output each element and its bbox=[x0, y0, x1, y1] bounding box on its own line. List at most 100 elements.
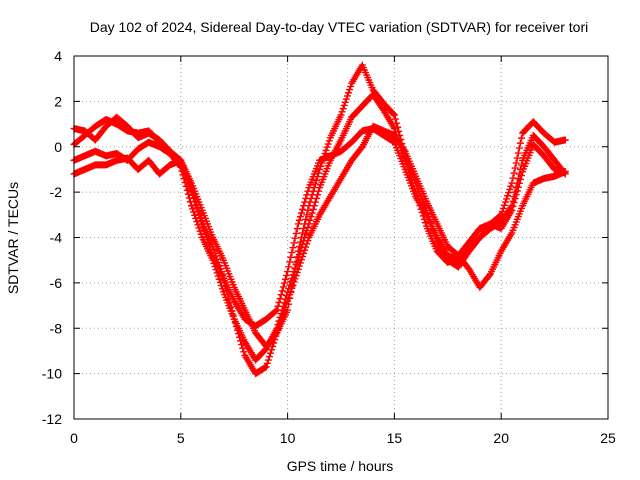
data-point-interp bbox=[506, 185, 514, 193]
data-point-interp bbox=[295, 216, 303, 224]
data-point-interp bbox=[299, 229, 307, 237]
data-point-interp bbox=[183, 186, 191, 194]
data-point-interp bbox=[195, 224, 203, 232]
data-point-interp bbox=[292, 261, 300, 269]
data-point bbox=[294, 265, 302, 273]
data-point-interp bbox=[507, 182, 515, 190]
data-point-interp bbox=[339, 105, 347, 113]
y-axis-label: SDTVAR / TECUs bbox=[5, 182, 21, 294]
data-point-interp bbox=[289, 244, 297, 252]
y-tick-label: 4 bbox=[54, 48, 62, 64]
data-point-interp bbox=[515, 144, 523, 152]
data-point-interp bbox=[303, 211, 311, 219]
data-point-interp bbox=[279, 310, 287, 318]
data-point-interp bbox=[338, 108, 346, 116]
data-point-interp bbox=[192, 214, 200, 222]
data-point-interp bbox=[285, 263, 293, 271]
x-tick-label: 20 bbox=[493, 430, 509, 446]
data-point-interp bbox=[287, 253, 295, 261]
data-point-interp bbox=[500, 201, 508, 209]
data-point-interp bbox=[340, 101, 348, 109]
data-point-interp bbox=[516, 165, 524, 173]
data-point bbox=[508, 202, 516, 210]
series-4 bbox=[70, 122, 569, 350]
data-point-interp bbox=[306, 216, 314, 224]
x-tick-label: 0 bbox=[70, 430, 78, 446]
data-point-interp bbox=[512, 159, 520, 167]
data-point-interp bbox=[300, 249, 308, 257]
data-point-interp bbox=[277, 316, 285, 324]
data-point-interp bbox=[511, 188, 519, 196]
data-point-interp bbox=[308, 209, 316, 217]
data-point-interp bbox=[289, 281, 297, 289]
x-axis-ticks: 0 5 10 15 20 25 bbox=[70, 56, 616, 446]
data-point bbox=[390, 111, 398, 119]
data-point-interp bbox=[312, 194, 320, 202]
data-point-interp bbox=[296, 213, 304, 221]
data-point-interp bbox=[322, 146, 330, 154]
data-point-interp bbox=[240, 348, 248, 356]
data-point-interp bbox=[309, 205, 317, 213]
y-axis-ticks: -12 -10 -8 -6 -4 -2 0 2 4 bbox=[42, 48, 608, 427]
data-point bbox=[284, 268, 292, 276]
data-point-interp bbox=[346, 86, 354, 94]
data-point-interp bbox=[297, 209, 305, 217]
data-point-interp bbox=[290, 278, 298, 286]
data-point-interp bbox=[312, 176, 320, 184]
data-point-interp bbox=[237, 337, 245, 345]
data-point-interp bbox=[190, 208, 198, 216]
data-point-interp bbox=[274, 302, 282, 310]
data-point-interp bbox=[274, 326, 282, 334]
data-point-interp bbox=[288, 248, 296, 256]
data-point-interp bbox=[281, 303, 289, 311]
x-axis-label: GPS time / hours bbox=[287, 458, 394, 474]
data-point-interp bbox=[285, 294, 293, 302]
data-point-interp bbox=[511, 164, 519, 172]
data-point-interp bbox=[342, 95, 350, 103]
data-point-interp bbox=[300, 202, 308, 210]
data-point-interp bbox=[283, 271, 291, 279]
data-point-interp bbox=[213, 269, 221, 277]
data-point-interp bbox=[302, 230, 310, 238]
data-point-interp bbox=[264, 356, 272, 364]
data-point bbox=[273, 306, 281, 314]
data-point-interp bbox=[514, 149, 522, 157]
data-point-interp bbox=[218, 285, 226, 293]
data-point-interp bbox=[286, 258, 294, 266]
data-point-interp bbox=[204, 236, 211, 244]
data-point-interp bbox=[299, 253, 307, 261]
data-point bbox=[187, 202, 195, 210]
data-point-interp bbox=[265, 353, 273, 361]
data-point-interp bbox=[324, 140, 332, 148]
y-tick-label: 0 bbox=[54, 139, 62, 155]
data-point-interp bbox=[503, 195, 511, 203]
data-point-interp bbox=[347, 82, 355, 90]
y-tick-label: -4 bbox=[50, 230, 63, 246]
x-tick-label: 25 bbox=[600, 430, 616, 446]
data-point-interp bbox=[304, 223, 312, 231]
data-point-interp bbox=[517, 134, 525, 142]
data-point-interp bbox=[272, 307, 280, 315]
data-point-interp bbox=[485, 271, 493, 279]
data-point-interp bbox=[296, 259, 304, 267]
data-point-interp bbox=[516, 139, 524, 147]
data-point-interp bbox=[307, 213, 315, 221]
data-point-interp bbox=[288, 284, 296, 292]
data-point-interp bbox=[275, 322, 283, 330]
data-point-interp bbox=[194, 207, 202, 215]
data-point bbox=[262, 363, 270, 371]
data-point bbox=[294, 220, 302, 228]
data-point-interp bbox=[389, 110, 397, 118]
data-point-interp bbox=[283, 300, 291, 308]
data-point bbox=[561, 136, 569, 144]
data-point-interp bbox=[215, 275, 223, 283]
data-point-interp bbox=[310, 202, 318, 210]
data-point bbox=[337, 111, 345, 119]
data-point-interp bbox=[325, 137, 333, 145]
data-point-interp bbox=[292, 229, 300, 237]
data-point-interp bbox=[205, 239, 213, 247]
y-tick-label: -10 bbox=[42, 366, 62, 382]
data-point-interp bbox=[302, 215, 310, 223]
data-point-interp bbox=[301, 198, 309, 206]
data-point-interp bbox=[189, 205, 197, 213]
